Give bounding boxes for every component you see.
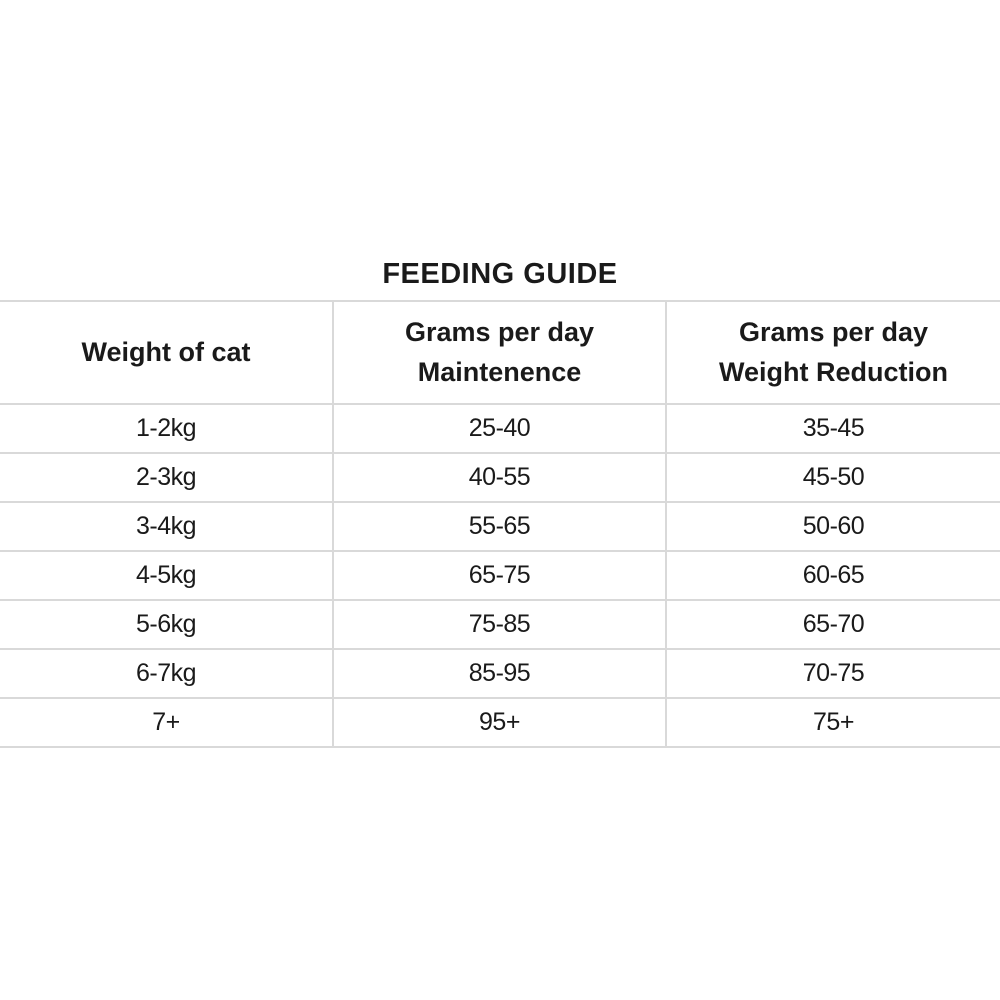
column-header-line: Grams per day <box>404 317 595 348</box>
table-body: 1-2kg 25-40 35-45 2-3kg 40-55 45-50 3-4kg 55-65… <box>0 403 1000 748</box>
table-header: Weight of cat Grams per day Maintenence Gra… <box>0 300 1000 405</box>
table-cell-weight: 6-7kg <box>0 648 333 699</box>
column-header-maintenance: Grams per day Maintenence <box>332 300 666 405</box>
column-header-line: Maintenence <box>417 356 582 387</box>
table-cell-weight: 7+ <box>0 697 333 748</box>
table-cell-weight_reduction: 60-65 <box>665 550 1000 601</box>
page-title: FEEDING GUIDE <box>382 258 618 290</box>
table-cell-weight_reduction: 65-70 <box>665 599 1000 650</box>
table-row: 1-2kg 25-40 35-45 <box>0 403 1000 454</box>
table-cell-maintenance: 40-55 <box>332 452 666 503</box>
column-header-weight: Weight of cat <box>0 300 333 405</box>
table-cell-weight: 3-4kg <box>0 501 333 552</box>
table-cell-maintenance: 25-40 <box>332 403 666 454</box>
column-header-line: Weight Reduction <box>719 356 948 387</box>
table-cell-weight: 1-2kg <box>0 403 333 454</box>
table-row: 7+ 95+ 75+ <box>0 697 1000 748</box>
table-cell-weight: 2-3kg <box>0 452 333 503</box>
feeding-guide-table: Weight of cat Grams per day Maintenence Gra… <box>0 300 1000 748</box>
table-cell-weight_reduction: 45-50 <box>665 452 1000 503</box>
table-row: 5-6kg 75-85 65-70 <box>0 599 1000 650</box>
table-cell-weight: 5-6kg <box>0 599 333 650</box>
table-cell-weight_reduction: 35-45 <box>665 403 1000 454</box>
table-cell-maintenance: 55-65 <box>332 501 666 552</box>
table-row: 2-3kg 40-55 45-50 <box>0 452 1000 503</box>
column-header-line: Grams per day <box>738 317 929 348</box>
table-cell-weight_reduction: 75+ <box>665 697 1000 748</box>
table-row: 3-4kg 55-65 50-60 <box>0 501 1000 552</box>
table-cell-maintenance: 85-95 <box>332 648 666 699</box>
table-row: 4-5kg 65-75 60-65 <box>0 550 1000 601</box>
table-cell-weight_reduction: 50-60 <box>665 501 1000 552</box>
table-header-row: Weight of cat Grams per day Maintenence Gra… <box>0 300 1000 405</box>
table-cell-weight: 4-5kg <box>0 550 333 601</box>
table-cell-maintenance: 75-85 <box>332 599 666 650</box>
column-header-weight_reduction: Grams per day Weight Reduction <box>665 300 1000 405</box>
table-row: 6-7kg 85-95 70-75 <box>0 648 1000 699</box>
table-cell-weight_reduction: 70-75 <box>665 648 1000 699</box>
column-header-line: Weight of cat <box>81 336 251 367</box>
table-cell-maintenance: 95+ <box>332 697 666 748</box>
table-cell-maintenance: 65-75 <box>332 550 666 601</box>
